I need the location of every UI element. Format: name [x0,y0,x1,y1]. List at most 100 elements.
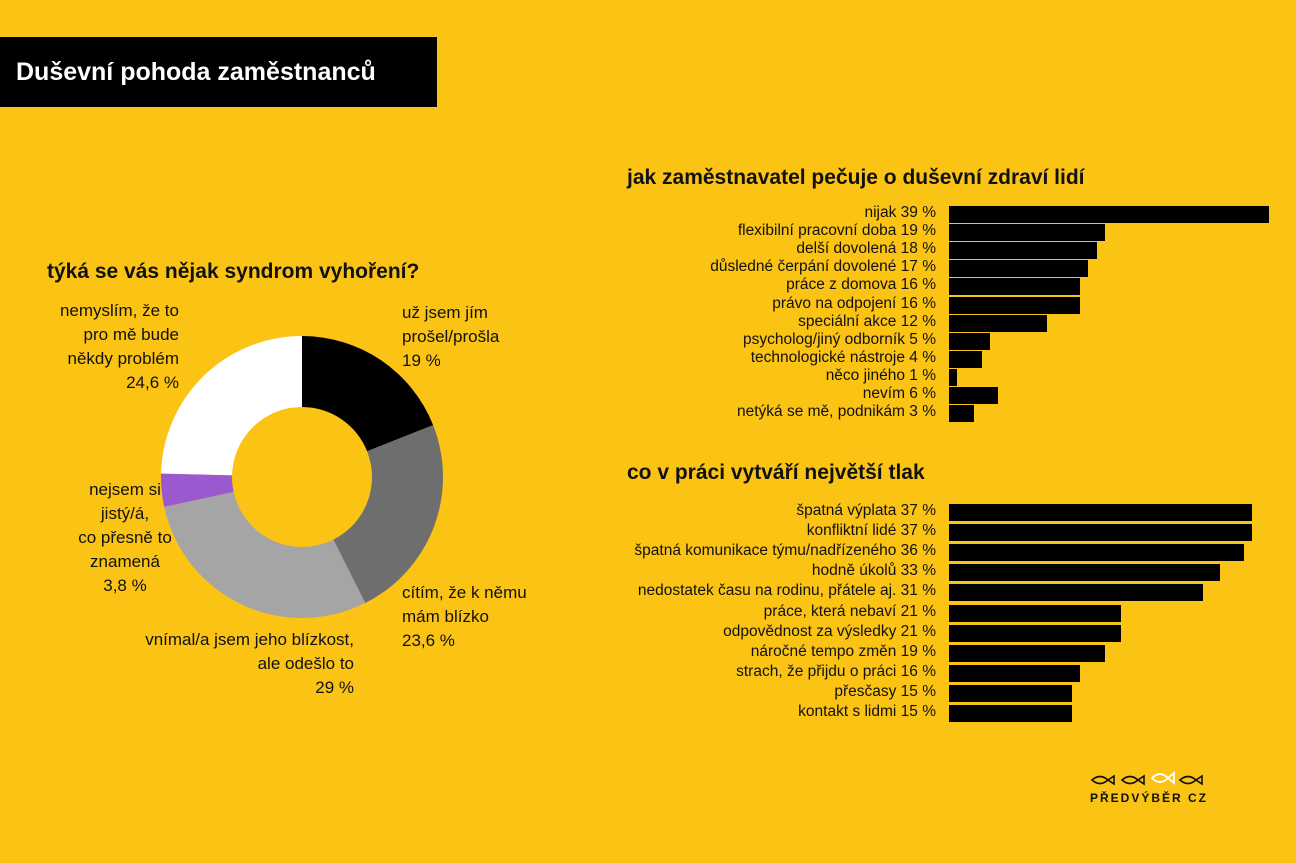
care-chart-title: jak zaměstnavatel pečuje o duševní zdrav… [627,166,1085,189]
bar [949,405,974,423]
slice-label-no-problem: nemyslím, že to pro mě bude někdy problém 2… [60,299,179,395]
bar-label: strach, že přijdu o práci 16 % [736,662,936,680]
bar [949,296,1081,314]
pie-label-line: vnímal/a jsem jeho blízkost, [145,630,354,649]
bar [949,524,1253,542]
bar-row: nedostatek času na rodinu, přátele aj. 3… [560,582,1296,602]
bar [949,278,1081,296]
bar-label: špatná komunikace týmu/nadřízeného 36 % [634,542,936,560]
slice-label-close: cítím, že k němu mám blízko 23,6 % [402,581,527,653]
pie-label-line: cítím, že k němu [402,583,527,602]
slice-label-passed: vnímal/a jsem jeho blízkost, ale odešlo t… [145,628,354,700]
bar-row: náročné tempo změn 19 % [560,642,1296,662]
bar [949,664,1081,682]
page-title: Duševní pohoda zaměstnanců [0,37,437,107]
bar-label: hodně úkolů 33 % [811,562,936,580]
fish-logo-icon [1090,771,1203,786]
pie-label-line: 3,8 % [103,576,147,595]
pie-label-line: 24,6 % [126,373,179,392]
bar-label: flexibilní pracovní doba 19 % [737,222,936,240]
bar [949,684,1072,702]
bar-row: technologické nástroje 4 % [560,348,1296,368]
bar-row: přesčasy 15 % [560,682,1296,702]
pie-slice-2 [164,491,366,618]
bar-row: práce z domova 16 % [560,276,1296,296]
slice-label-unsure: nejsem si jistý/á, co přesně to znamená 3,8 … [20,478,230,598]
bar-row: netýká se mě, podnikám 3 % [560,403,1296,423]
bar [949,564,1220,582]
bar [949,350,982,368]
bar-label: psycholog/jiný odborník 5 % [742,330,936,348]
pie-label-line: pro mě bude [83,325,179,344]
bar-row: práce, která nebaví 21 % [560,602,1296,622]
bar-label: speciální akce 12 % [798,312,936,330]
pie-label-line: někdy problém [67,349,179,368]
bar-row: strach, že přijdu o práci 16 % [560,662,1296,682]
bar-label: náročné tempo změn 19 % [750,642,936,660]
bar [949,387,999,404]
bar [949,584,1204,602]
bar-label: přesčasy 15 % [834,682,936,700]
pie-label-line: jistý/á, [100,504,150,523]
pie-label-line: co přesně to [78,528,172,547]
bar-label: práce, která nebaví 21 % [763,602,936,620]
bar [949,260,1089,278]
bar [949,504,1253,521]
bar-row: nijak 39 % [560,204,1296,223]
bar-row: hodně úkolů 33 % [560,562,1296,582]
pie-label-line: nejsem si [89,480,161,499]
pie-slice-0 [302,336,434,452]
bar-label: delší dovolená 18 % [796,240,936,258]
bar-label: kontakt s lidmi 15 % [798,703,936,720]
pie-label-line: znamená [90,552,160,571]
pie-label-line: mám blízko [402,607,489,626]
pressure-chart-title: co v práci vytváří největší tlak [627,461,925,484]
pie-label-line: 23,6 % [402,631,455,650]
bar-row: něco jiného 1 % [560,366,1296,386]
bar [949,604,1122,622]
burnout-donut-chart [161,336,443,618]
bar-row: špatná výplata 37 % [560,502,1296,521]
bar [949,206,1269,223]
bar-label: nedostatek času na rodinu, přátele aj. 3… [637,582,936,600]
bar [949,332,990,350]
bar-row: delší dovolená 18 % [560,240,1296,260]
bar-label: špatná výplata 37 % [796,502,936,519]
bar [949,544,1245,562]
bar-row: právo na odpojení 16 % [560,294,1296,314]
bar-row: nevím 6 % [560,385,1296,404]
bar [949,314,1048,332]
bar-label: odpovědnost za výsledky 21 % [723,622,936,640]
logo-text: PŘEDVÝBĚR CZ [1090,791,1209,805]
pie-label-line: ale odešlo to [257,654,354,673]
pie-label-line: 29 % [315,678,354,697]
bar-label: práce z domova 16 % [786,276,936,294]
bar-row: kontakt s lidmi 15 % [560,703,1296,722]
bar-row: speciální akce 12 % [560,312,1296,332]
bar-label: něco jiného 1 % [825,366,936,384]
pie-slice-1 [333,425,443,604]
pie-slice-4 [161,336,302,476]
bar-label: právo na odpojení 16 % [772,294,936,312]
bar [949,224,1105,242]
bar [949,644,1105,662]
pie-label-line: 19 % [402,351,441,370]
pie-slice-3 [161,473,234,507]
bar-label: technologické nástroje 4 % [750,348,936,366]
slice-label-experienced: už jsem jím prošel/prošla 19 % [402,301,499,373]
bar-label: konfliktní lidé 37 % [806,522,936,540]
pie-chart-title: týká se vás nějak syndrom vyhoření? [47,260,420,283]
bar [949,242,1097,260]
bar-row: flexibilní pracovní doba 19 % [560,222,1296,242]
pie-label-line: už jsem jím [402,303,488,322]
bar [949,705,1072,722]
pie-label-line: nemyslím, že to [59,301,179,320]
bar-row: důsledné čerpání dovolené 17 % [560,258,1296,278]
bar-label: důsledné čerpání dovolené 17 % [710,258,936,276]
bar-label: nijak 39 % [864,204,936,221]
bar [949,624,1122,642]
pie-label-line: prošel/prošla [402,327,500,346]
bar-row: psycholog/jiný odborník 5 % [560,330,1296,350]
bar-row: špatná komunikace týmu/nadřízeného 36 % [560,542,1296,562]
bar-label: netýká se mě, podnikám 3 % [736,403,936,421]
